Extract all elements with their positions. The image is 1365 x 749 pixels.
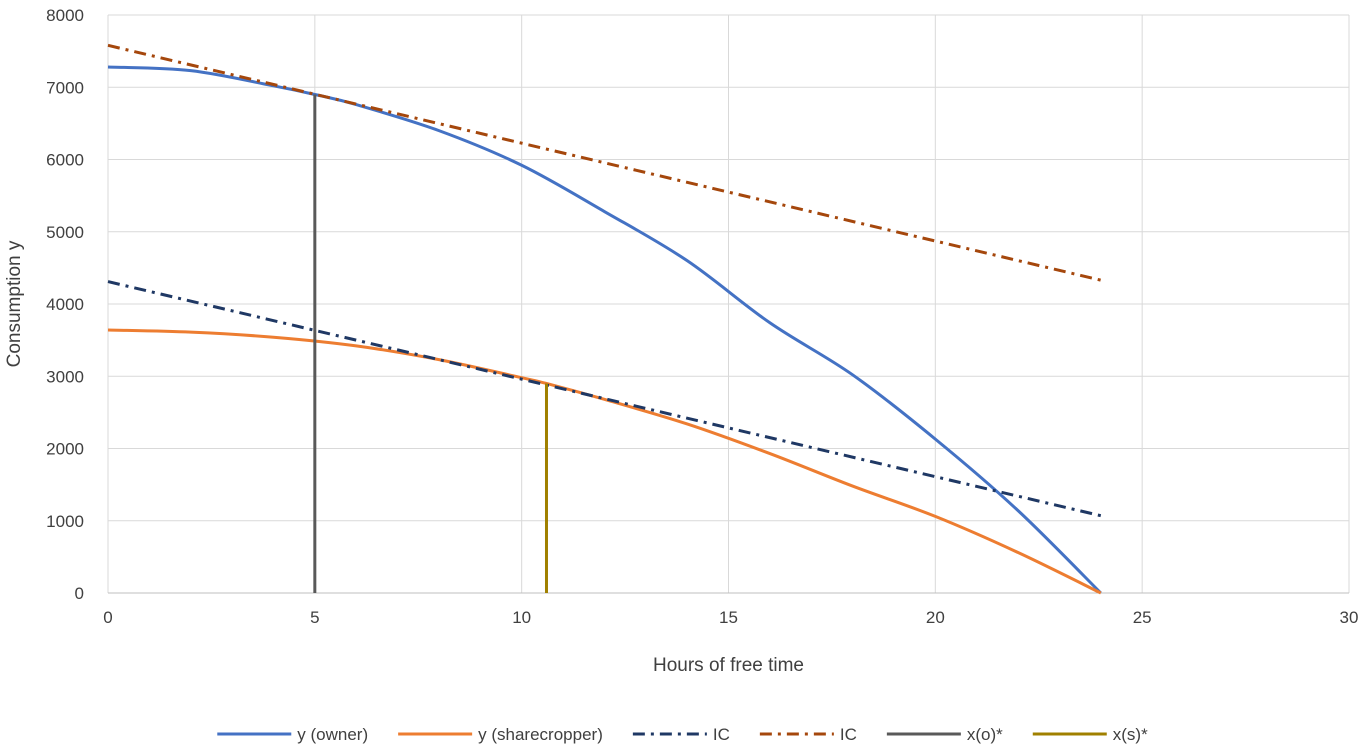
legend-ic-lower: IC: [632, 725, 730, 744]
x-tick-label: 0: [103, 608, 112, 627]
y-tick-label: 7000: [46, 78, 84, 97]
series-ic-lower: [107, 280, 1102, 518]
legend-label: IC: [713, 725, 730, 744]
legend-y-owner: y (owner): [217, 725, 368, 744]
legend: y (owner) y (sharecropper) IC IC x(o)* x(s)*: [217, 725, 1148, 744]
legend-label: y (sharecropper): [478, 725, 603, 744]
y-tick-label: 5000: [46, 223, 84, 242]
series-ic-upper: [107, 43, 1102, 282]
legend-label: x(s)*: [1113, 725, 1148, 744]
legend-x-s-star: x(s)*: [1032, 725, 1148, 744]
series-y-sharecropper: [107, 328, 1102, 595]
x-tick-label: 30: [1340, 608, 1359, 627]
x-tick-label: 10: [512, 608, 531, 627]
x-tick-label: 20: [926, 608, 945, 627]
legend-label: IC: [840, 725, 857, 744]
y-tick-label: 3000: [46, 367, 84, 386]
x-tick-label: 5: [310, 608, 319, 627]
x-axis-title: Hours of free time: [653, 655, 804, 676]
x-tick-label: 15: [719, 608, 738, 627]
legend-label: x(o)*: [967, 725, 1003, 744]
legend-ic-upper: IC: [759, 725, 857, 744]
y-tick-label: 8000: [46, 6, 84, 25]
tick-labels: 0 5 10 15 20 25 30 0 1000 2000 3000 4000 5000 6000 700…: [46, 6, 1358, 627]
y-tick-label: 1000: [46, 512, 84, 531]
series-y-owner: [107, 65, 1102, 595]
legend-x-o-star: x(o)*: [886, 725, 1003, 744]
legend-label: y (owner): [297, 725, 368, 744]
y-tick-label: 4000: [46, 295, 84, 314]
y-axis-title: Consumption y: [4, 240, 25, 367]
x-tick-label: 25: [1133, 608, 1152, 627]
y-tick-label: 6000: [46, 151, 84, 170]
grid: [107, 14, 1350, 594]
series-layer: [107, 43, 1102, 595]
legend-y-sharecropper: y (sharecropper): [398, 725, 603, 744]
y-tick-label: 2000: [46, 440, 84, 459]
y-tick-label: 0: [75, 584, 84, 603]
